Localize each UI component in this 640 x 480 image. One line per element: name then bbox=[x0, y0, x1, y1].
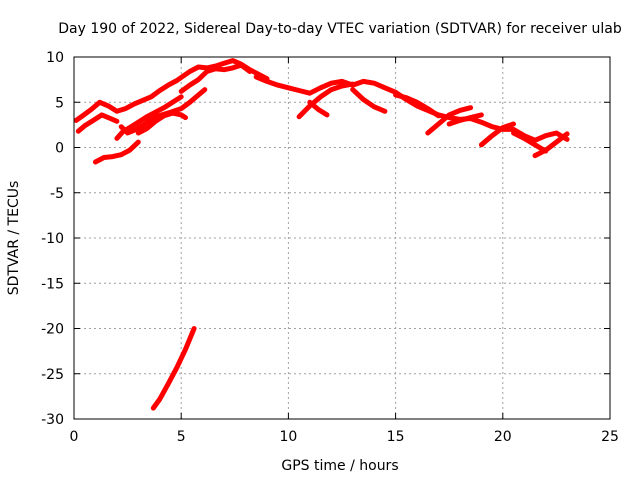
y-tick-label: -10 bbox=[41, 231, 64, 247]
series-line-track-2 bbox=[75, 112, 120, 134]
y-tick-label: -5 bbox=[50, 186, 64, 202]
series-line-track-13 bbox=[425, 105, 474, 136]
x-axis-label: GPS time / hours bbox=[281, 458, 398, 474]
data-series bbox=[73, 58, 570, 411]
y-axis-label: SDTVAR / TECUs bbox=[6, 181, 22, 296]
series-line-track-16 bbox=[511, 130, 549, 154]
chart-title: Day 190 of 2022, Sidereal Day-to-day VTE… bbox=[58, 21, 622, 37]
plot-frame bbox=[73, 56, 611, 420]
x-tick-label: 10 bbox=[279, 429, 297, 445]
x-tick-label: 15 bbox=[387, 429, 405, 445]
series-line-track-1 bbox=[73, 58, 270, 123]
series-line-track-6 bbox=[135, 110, 188, 136]
y-tick-label: -20 bbox=[41, 322, 64, 338]
x-tick-label: 25 bbox=[601, 429, 619, 445]
x-tick-label: 5 bbox=[177, 429, 186, 445]
series-line-track-7 bbox=[178, 62, 253, 94]
y-tick-label: -15 bbox=[41, 276, 64, 292]
series-line-track-10 bbox=[307, 99, 330, 118]
series-line-track-18 bbox=[150, 326, 197, 411]
series-line-track-11 bbox=[350, 87, 388, 114]
y-tick-label: 5 bbox=[55, 95, 64, 111]
series-line-track-14 bbox=[446, 112, 484, 127]
y-tick-label: -30 bbox=[41, 412, 64, 428]
series-line-track-3 bbox=[92, 139, 141, 165]
series-line-track-17 bbox=[532, 131, 570, 159]
y-tick-label: -25 bbox=[41, 367, 64, 383]
x-tick-label: 20 bbox=[494, 429, 512, 445]
x-tick-label: 0 bbox=[70, 429, 79, 445]
y-tick-label: 0 bbox=[55, 141, 64, 157]
series-line-track-12 bbox=[393, 92, 441, 119]
grid-lines bbox=[74, 57, 610, 419]
series-line-track-15 bbox=[478, 121, 516, 148]
series-line-track-9 bbox=[296, 81, 356, 120]
y-tick-label: 10 bbox=[46, 50, 64, 66]
